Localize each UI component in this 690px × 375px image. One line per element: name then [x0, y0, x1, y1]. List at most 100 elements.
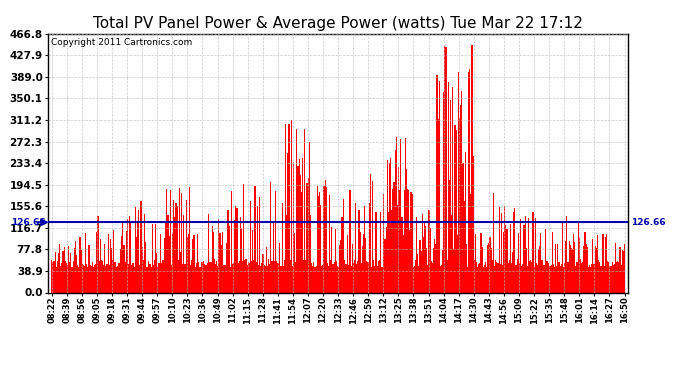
- Bar: [600, 266, 602, 292]
- Bar: [81, 264, 83, 292]
- Bar: [203, 261, 204, 292]
- Bar: [437, 119, 439, 292]
- Bar: [349, 190, 351, 292]
- Bar: [147, 267, 148, 292]
- Bar: [143, 260, 144, 292]
- Bar: [156, 253, 157, 292]
- Bar: [489, 237, 491, 292]
- Bar: [209, 262, 210, 292]
- Bar: [329, 195, 331, 292]
- Bar: [448, 180, 450, 292]
- Bar: [606, 234, 607, 292]
- Bar: [141, 248, 143, 292]
- Bar: [120, 249, 121, 292]
- Bar: [624, 244, 625, 292]
- Bar: [70, 253, 72, 292]
- Bar: [521, 266, 522, 292]
- Bar: [514, 208, 515, 292]
- Bar: [219, 233, 221, 292]
- Bar: [273, 223, 274, 292]
- Bar: [518, 233, 519, 292]
- Bar: [181, 193, 182, 292]
- Bar: [573, 234, 574, 292]
- Bar: [440, 266, 441, 292]
- Bar: [306, 183, 308, 292]
- Bar: [354, 260, 355, 292]
- Bar: [115, 267, 117, 292]
- Bar: [339, 245, 340, 292]
- Bar: [326, 188, 327, 292]
- Bar: [399, 190, 400, 292]
- Bar: [117, 266, 118, 292]
- Bar: [459, 118, 460, 292]
- Bar: [562, 223, 563, 292]
- Bar: [199, 267, 200, 292]
- Bar: [171, 265, 172, 292]
- Bar: [145, 242, 146, 292]
- Bar: [270, 182, 271, 292]
- Bar: [623, 251, 624, 292]
- Bar: [528, 218, 529, 292]
- Bar: [119, 262, 120, 292]
- Bar: [563, 267, 564, 292]
- Bar: [274, 261, 275, 292]
- Bar: [336, 261, 337, 292]
- Bar: [321, 266, 322, 292]
- Bar: [77, 265, 78, 292]
- Bar: [279, 243, 280, 292]
- Bar: [439, 81, 440, 292]
- Bar: [128, 264, 129, 292]
- Bar: [275, 191, 276, 292]
- Bar: [375, 212, 377, 292]
- Bar: [259, 197, 260, 292]
- Bar: [510, 224, 511, 292]
- Bar: [173, 200, 175, 292]
- Bar: [517, 260, 518, 292]
- Bar: [265, 266, 266, 292]
- Bar: [312, 266, 313, 292]
- Bar: [409, 230, 411, 292]
- Bar: [545, 230, 546, 292]
- Bar: [553, 264, 554, 292]
- Bar: [260, 266, 262, 292]
- Bar: [102, 261, 103, 292]
- Bar: [469, 69, 471, 292]
- Bar: [430, 228, 431, 292]
- Bar: [530, 260, 531, 292]
- Bar: [483, 267, 484, 292]
- Bar: [63, 247, 65, 292]
- Bar: [572, 249, 573, 292]
- Bar: [555, 244, 556, 292]
- Bar: [351, 266, 352, 292]
- Bar: [579, 238, 580, 292]
- Bar: [333, 262, 335, 292]
- Bar: [395, 150, 396, 292]
- Bar: [446, 260, 448, 292]
- Bar: [500, 264, 501, 292]
- Bar: [359, 232, 361, 292]
- Bar: [277, 263, 278, 292]
- Bar: [450, 100, 451, 292]
- Bar: [484, 266, 485, 292]
- Bar: [416, 217, 417, 292]
- Bar: [566, 216, 567, 292]
- Bar: [519, 263, 520, 292]
- Bar: [214, 260, 215, 292]
- Bar: [381, 267, 382, 292]
- Bar: [189, 187, 190, 292]
- Bar: [187, 237, 188, 292]
- Bar: [170, 190, 171, 292]
- Bar: [92, 262, 93, 292]
- Bar: [384, 239, 386, 292]
- Bar: [365, 238, 366, 292]
- Bar: [76, 255, 77, 292]
- Bar: [467, 267, 468, 292]
- Bar: [497, 263, 499, 292]
- Bar: [320, 205, 321, 292]
- Bar: [539, 246, 540, 292]
- Bar: [591, 264, 592, 292]
- Bar: [424, 221, 425, 292]
- Bar: [499, 207, 500, 292]
- Bar: [368, 203, 370, 292]
- Bar: [85, 233, 86, 292]
